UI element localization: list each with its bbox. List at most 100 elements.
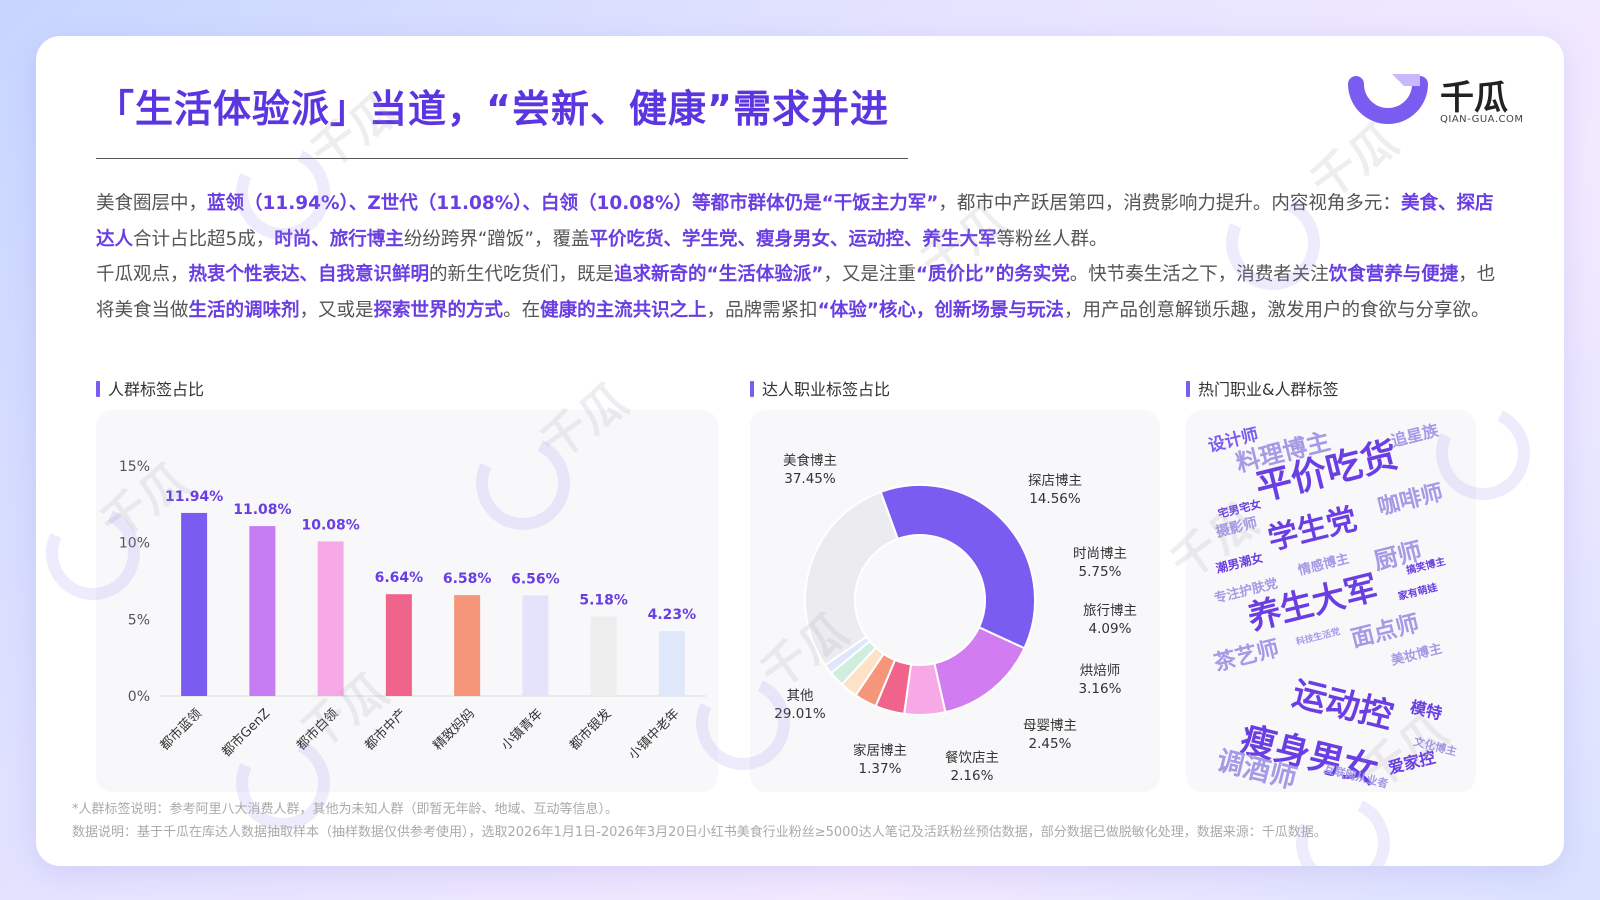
highlight-text: 蓝领（11.94%）、Z世代（11.08%）、白领（10.08%）等都市群体仍是… xyxy=(207,193,939,214)
highlight-text: 生活的调味剂 xyxy=(188,299,300,321)
x-category-label: 都市白领 xyxy=(293,706,341,754)
slice-value-label: 3.16% xyxy=(1079,681,1122,697)
highlight-text: 时尚、旅行博主 xyxy=(274,228,404,250)
bar-value-label: 4.23% xyxy=(648,607,697,623)
highlight-text: “质价比”的务实党 xyxy=(915,264,1070,285)
footnote-data-source: 数据说明：基于千瓜在库达人数据抽取样本（抽样数据仅供参考使用），选取2026年1… xyxy=(72,825,1327,840)
y-tick-label: 0% xyxy=(128,689,150,705)
brand-name: 千瓜 xyxy=(1440,78,1508,118)
bar-value-label: 11.08% xyxy=(233,502,291,518)
bar-value-label: 6.64% xyxy=(375,570,424,586)
opinion-paragraph: 千瓜观点，热衷个性表达、自我意识鲜明的新生代吃货们，既是追求新奇的“生活体验派”… xyxy=(96,257,1496,328)
word-cloud-tag: 爱家控 xyxy=(1386,747,1438,778)
word-cloud-title: 热门职业&人群标签 xyxy=(1186,376,1338,400)
highlight-text: 探索世界的方式 xyxy=(373,299,504,321)
donut-slice xyxy=(804,490,900,667)
x-category-label: 都市GenZ xyxy=(219,705,274,760)
bar-value-label: 11.94% xyxy=(165,489,223,505)
word-cloud-tag: 咖啡师 xyxy=(1375,480,1446,521)
slice-name-label: 旅行博主 xyxy=(1083,602,1137,619)
slice-value-label: 29.01% xyxy=(774,706,826,722)
y-tick-label: 5% xyxy=(128,612,150,628)
body-text-run: 纷纷跨界“蹭饭”，覆盖 xyxy=(403,228,590,250)
donut-chart-title: 达人职业标签占比 xyxy=(750,376,890,400)
slice-name-label: 美食博主 xyxy=(783,452,837,469)
brand-url: QIAN-GUA.COM xyxy=(1440,114,1524,125)
x-category-label: 都市中产 xyxy=(362,706,410,754)
bar xyxy=(249,526,276,696)
bar-chart-panel: 0% 5% 10% 15% 11.94% 都市蓝领 11.08% 都市GenZ 10.08% 都市… xyxy=(96,410,718,792)
bar-value-label: 6.56% xyxy=(511,571,560,587)
highlight-text: 健康的主流共识之上 xyxy=(540,299,707,321)
body-text-run: 。快节奏生活之下，消费者关注 xyxy=(1069,264,1329,285)
body-text-run: 。在 xyxy=(503,299,541,321)
body-text-run: ，都市中产跃居第四，消费影响力提升。内容视角多元： xyxy=(938,193,1401,214)
slice-value-label: 37.45% xyxy=(784,471,836,487)
slice-value-label: 5.75% xyxy=(1079,564,1122,580)
x-category-label: 都市蓝领 xyxy=(157,706,205,754)
body-text-run: ，品牌需紧扣 xyxy=(706,299,818,321)
slice-value-label: 2.45% xyxy=(1029,736,1072,752)
footnotes: *人群标签说明：参考阿里八大消费人群，其他为未知人群（即暂无年龄、地域、互动等信… xyxy=(72,798,1532,844)
bar-value-label: 5.18% xyxy=(579,593,628,609)
slice-name-label: 餐饮店主 xyxy=(945,750,999,766)
y-tick-label: 15% xyxy=(119,459,150,475)
donut-chart: 美食博主 37.45% 探店博主 14.56% 时尚博主 5.75% 旅行博主 4.09% 烘焙… xyxy=(774,452,1137,784)
bar xyxy=(590,616,617,696)
body-text-run: ，又是注重 xyxy=(823,264,916,285)
slice-name-label: 家居博主 xyxy=(853,742,907,759)
bar xyxy=(522,595,549,696)
bar-value-label: 6.58% xyxy=(443,571,492,587)
word-cloud-tag: 潮男潮女 xyxy=(1214,550,1265,576)
y-tick-label: 10% xyxy=(119,536,150,552)
body-text-run: 美食圈层中， xyxy=(96,193,208,214)
x-category-label: 小镇青年 xyxy=(499,706,546,753)
highlight-text: 平价吃货、学生党、瘦身男女、运动控、养生大军 xyxy=(589,228,997,250)
body-text-run: 的新生代吃货们，既是 xyxy=(429,264,615,285)
bar xyxy=(317,541,344,696)
bar xyxy=(454,595,481,696)
body-text-run: ，又或是 xyxy=(299,299,374,321)
word-cloud-tag: 茶艺师 xyxy=(1211,636,1282,677)
word-cloud-tag: 科技生活党 xyxy=(1295,627,1342,648)
slice-value-label: 2.16% xyxy=(951,768,994,784)
qiangua-logo-icon xyxy=(1348,74,1428,124)
bar xyxy=(181,512,208,696)
body-text-run: 千瓜观点， xyxy=(96,264,189,285)
highlight-text: 追求新奇的“生活体验派” xyxy=(614,264,824,285)
body-text-run: ，也将美食当做 xyxy=(96,264,1496,321)
bar xyxy=(385,594,412,696)
highlight-text: 热衷个性表达、自我意识鲜明 xyxy=(188,264,430,285)
brand-logo: 千瓜 QIAN-GUA.COM xyxy=(1348,70,1528,130)
bar-value-label: 10.08% xyxy=(301,517,359,533)
highlight-text: 饮食营养与便捷 xyxy=(1328,264,1459,285)
footnote-tag-explanation: *人群标签说明：参考阿里八大消费人群，其他为未知人群（即暂无年龄、地域、互动等信… xyxy=(72,802,619,817)
x-category-label: 都市银发 xyxy=(566,706,614,754)
x-category-label: 精致妈妈 xyxy=(431,706,478,753)
summary-paragraph: 美食圈层中，蓝领（11.94%）、Z世代（11.08%）、白领（10.08%）等… xyxy=(96,186,1496,257)
slice-name-label: 烘焙师 xyxy=(1080,663,1121,679)
summary-text: 美食圈层中，蓝领（11.94%）、Z世代（11.08%）、白领（10.08%）等… xyxy=(96,186,1496,328)
body-text-run: 合计占比超5成， xyxy=(133,228,275,250)
body-text-run: ，用产品创意解锁乐趣，激发用户的食欲与分享欲。 xyxy=(1063,299,1490,321)
bar-chart: 0% 5% 10% 15% 11.94% 都市蓝领 11.08% 都市GenZ 10.08% 都市… xyxy=(119,459,706,763)
slice-name-label: 其他 xyxy=(787,688,814,704)
highlight-text: “体验”核心，创新场景与玩法 xyxy=(817,299,1064,321)
highlight-text: 美食、探店达人 xyxy=(96,193,1494,250)
bar xyxy=(658,631,685,696)
slice-value-label: 14.56% xyxy=(1029,491,1081,507)
body-text-run: 等粉丝人群。 xyxy=(996,228,1108,250)
donut-slice xyxy=(879,484,1036,650)
slice-value-label: 4.09% xyxy=(1089,621,1132,637)
title-divider xyxy=(96,158,908,159)
word-cloud-tag: 家有萌娃 xyxy=(1397,582,1439,603)
report-card: 「生活体验派」当道，“尝新、健康”需求并进 千瓜 QIAN-GUA.COM 美食… xyxy=(36,36,1564,866)
page-title: 「生活体验派」当道，“尝新、健康”需求并进 xyxy=(96,87,889,131)
slice-name-label: 探店博主 xyxy=(1028,472,1082,489)
slice-value-label: 1.37% xyxy=(859,761,902,777)
word-cloud-tag: 追星族 xyxy=(1389,420,1441,451)
bar-chart-title: 人群标签占比 xyxy=(96,376,204,400)
slice-name-label: 时尚博主 xyxy=(1073,545,1127,562)
word-cloud-tag: 模特 xyxy=(1408,697,1444,724)
donut-chart-panel: 美食博主 37.45% 探店博主 14.56% 时尚博主 5.75% 旅行博主 4.09% 烘焙… xyxy=(750,410,1160,792)
